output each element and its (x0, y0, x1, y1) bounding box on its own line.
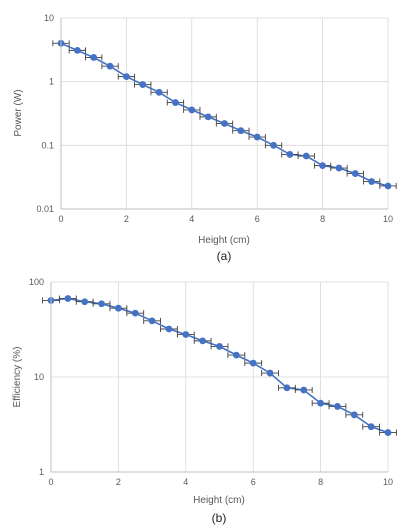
data-point (266, 369, 274, 377)
data-point (81, 298, 89, 306)
x-tick-label: 0 (48, 477, 53, 487)
data-point (165, 325, 173, 333)
x-tick-label: 10 (383, 214, 393, 224)
series-a (52, 39, 397, 190)
data-point (221, 120, 228, 127)
data-point (98, 300, 105, 308)
x-tick-label: 2 (116, 477, 121, 487)
data-point (216, 342, 223, 350)
x-tick-label: 8 (318, 477, 323, 487)
data-point (232, 351, 240, 359)
x-tick-label: 8 (320, 214, 325, 224)
series-line (50, 297, 389, 434)
data-point (384, 182, 392, 190)
data-point (286, 151, 294, 158)
y-tick-label: 0.01 (36, 204, 54, 214)
data-point (334, 403, 341, 410)
data-point (237, 127, 245, 135)
x-axis-label-b: Height (cm) (193, 495, 245, 506)
data-point (106, 62, 114, 70)
data-point (123, 73, 130, 81)
x-tick-label: 0 (58, 214, 63, 224)
data-point (73, 46, 81, 54)
data-point (172, 99, 179, 106)
x-axis-label-a: Height (cm) (198, 235, 250, 246)
data-point (384, 429, 392, 436)
data-point (270, 141, 277, 149)
gridlines-b (51, 281, 389, 472)
data-point (64, 295, 72, 302)
y-tick-label: 1 (49, 77, 54, 87)
data-point (317, 399, 324, 407)
data-point (131, 309, 139, 317)
y-axis-label-b: Efficiency (%) (12, 347, 23, 408)
data-point (351, 170, 359, 177)
chart-panel-b: Efficiency (%) Height (cm) (b) 0 2 4 6 8 10 1 1… (12, 277, 397, 525)
y-tick-label: 0.1 (41, 140, 54, 150)
caption-b: (b) (212, 511, 227, 525)
y-tick-label: 10 (44, 13, 54, 23)
x-tick-label: 2 (124, 214, 129, 224)
data-point (367, 423, 375, 431)
data-point (90, 54, 98, 61)
data-point (182, 331, 190, 338)
data-point (302, 152, 310, 160)
y-tick-label: 10 (34, 372, 44, 382)
gridlines-a (61, 17, 389, 209)
data-point (204, 113, 212, 121)
data-point (115, 304, 122, 312)
data-point (148, 317, 156, 325)
data-point (249, 359, 257, 367)
data-point (188, 106, 196, 114)
data-point (155, 88, 163, 96)
x-tick-label: 10 (383, 477, 393, 487)
data-point (335, 164, 343, 172)
data-point (139, 81, 147, 88)
y-tick-label: 1 (39, 467, 44, 477)
y-axis-label-a: Power (W) (13, 89, 24, 136)
series-b (42, 295, 397, 436)
data-point (350, 411, 358, 419)
y-tick-label: 100 (29, 277, 44, 287)
data-point (300, 386, 308, 394)
caption-a: (a) (217, 249, 232, 263)
x-tick-label: 6 (255, 214, 260, 224)
data-point (199, 337, 207, 345)
chart-panel-a: Power (W) Height (cm) (a) 0 2 4 6 8 10 0.01 0.1… (13, 13, 397, 263)
data-point (253, 133, 261, 141)
x-tick-label: 4 (183, 477, 188, 487)
x-tick-label: 4 (189, 214, 194, 224)
x-tick-label: 6 (251, 477, 256, 487)
data-point (283, 384, 291, 392)
data-point (319, 162, 326, 170)
data-point (368, 178, 376, 185)
